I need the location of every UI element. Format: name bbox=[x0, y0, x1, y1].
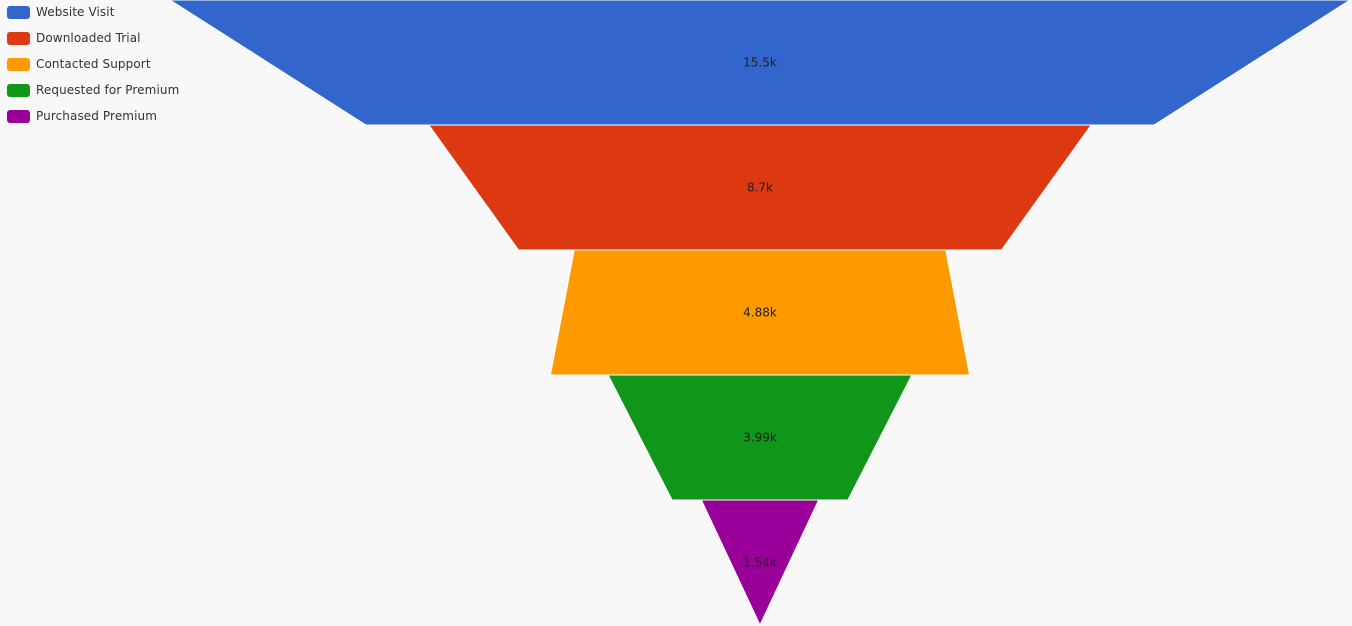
legend-swatch bbox=[7, 109, 30, 123]
legend-label: Downloaded Trial bbox=[36, 31, 141, 45]
legend-label: Website Visit bbox=[36, 5, 115, 19]
funnel-segment-downloaded-trial[interactable] bbox=[427, 124, 1093, 251]
legend-label: Contacted Support bbox=[36, 57, 151, 71]
funnel-value-label: 4.88k bbox=[743, 306, 777, 320]
legend-item-purchased-premium[interactable]: Purchased Premium bbox=[7, 107, 179, 125]
legend-label: Requested for Premium bbox=[36, 83, 180, 97]
legend-label: Purchased Premium bbox=[36, 109, 158, 123]
funnel-value-label: 15.5k bbox=[743, 56, 777, 70]
legend-item-downloaded-trial[interactable]: Downloaded Trial bbox=[7, 29, 179, 47]
legend-swatch bbox=[7, 31, 30, 45]
funnel-segment-requested-for-premium[interactable] bbox=[607, 374, 913, 501]
funnel-value-label: 3.99k bbox=[743, 431, 777, 445]
funnel-segment-website-visit[interactable] bbox=[169, 0, 1351, 126]
funnel-value-label: 1.54k bbox=[743, 556, 777, 570]
legend: Website Visit Downloaded Trial Contacted… bbox=[7, 3, 179, 125]
funnel-segment-contacted-support[interactable] bbox=[549, 249, 971, 376]
legend-swatch bbox=[7, 5, 30, 19]
legend-swatch bbox=[7, 57, 30, 71]
legend-item-contacted-support[interactable]: Contacted Support bbox=[7, 55, 179, 73]
legend-item-website-visit[interactable]: Website Visit bbox=[7, 3, 179, 21]
funnel-segment-purchased-premium[interactable] bbox=[700, 499, 820, 626]
legend-swatch bbox=[7, 83, 30, 97]
funnel-value-label: 8.7k bbox=[747, 181, 773, 195]
legend-item-requested-for-premium[interactable]: Requested for Premium bbox=[7, 81, 179, 99]
